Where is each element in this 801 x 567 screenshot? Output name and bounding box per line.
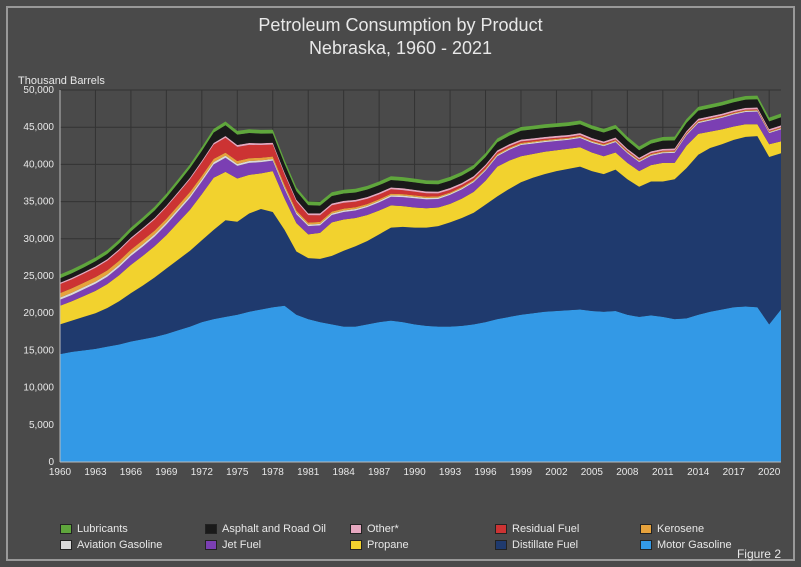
legend-swatch bbox=[350, 524, 362, 534]
legend-label: Asphalt and Road Oil bbox=[222, 523, 326, 535]
svg-text:1990: 1990 bbox=[403, 467, 426, 478]
svg-text:2005: 2005 bbox=[581, 467, 604, 478]
svg-text:40,000: 40,000 bbox=[23, 159, 54, 170]
legend-swatch bbox=[205, 524, 217, 534]
svg-text:2002: 2002 bbox=[545, 467, 568, 478]
legend-swatch bbox=[640, 540, 652, 550]
legend-item-residual-fuel: Residual Fuel bbox=[495, 523, 636, 535]
legend-label: Kerosene bbox=[657, 523, 704, 535]
svg-text:2017: 2017 bbox=[723, 467, 746, 478]
chart-title-line1: Petroleum Consumption by Product bbox=[8, 14, 793, 37]
legend-swatch bbox=[60, 540, 72, 550]
svg-text:1996: 1996 bbox=[474, 467, 497, 478]
svg-text:1999: 1999 bbox=[510, 467, 533, 478]
legend-swatch bbox=[640, 524, 652, 534]
legend-swatch bbox=[205, 540, 217, 550]
svg-text:35,000: 35,000 bbox=[23, 197, 54, 208]
svg-text:2014: 2014 bbox=[687, 467, 710, 478]
legend-item-aviation-gasoline: Aviation Gasoline bbox=[60, 539, 201, 551]
svg-text:1987: 1987 bbox=[368, 467, 391, 478]
legend-label: Distillate Fuel bbox=[512, 539, 578, 551]
svg-text:20,000: 20,000 bbox=[23, 308, 54, 319]
legend-label: Other* bbox=[367, 523, 399, 535]
legend-label: Jet Fuel bbox=[222, 539, 261, 551]
stacked-area-svg: 05,00010,00015,00020,00025,00030,00035,0… bbox=[60, 90, 781, 480]
svg-text:1975: 1975 bbox=[226, 467, 249, 478]
legend-swatch bbox=[60, 524, 72, 534]
svg-text:1966: 1966 bbox=[120, 467, 143, 478]
legend-label: Propane bbox=[367, 539, 409, 551]
legend-swatch bbox=[495, 524, 507, 534]
chart-container: Petroleum Consumption by Product Nebrask… bbox=[6, 6, 795, 561]
legend-item-kerosene: Kerosene bbox=[640, 523, 781, 535]
legend-item-asphalt-and-road-oil: Asphalt and Road Oil bbox=[205, 523, 346, 535]
chart-title-block: Petroleum Consumption by Product Nebrask… bbox=[8, 8, 793, 59]
legend-item-lubricants: Lubricants bbox=[60, 523, 201, 535]
legend-label: Aviation Gasoline bbox=[77, 539, 162, 551]
svg-text:1993: 1993 bbox=[439, 467, 462, 478]
svg-text:25,000: 25,000 bbox=[23, 271, 54, 282]
svg-text:2011: 2011 bbox=[652, 467, 674, 478]
svg-text:1984: 1984 bbox=[333, 467, 356, 478]
svg-text:1969: 1969 bbox=[155, 467, 178, 478]
legend-label: Residual Fuel bbox=[512, 523, 579, 535]
svg-text:15,000: 15,000 bbox=[23, 345, 54, 356]
svg-text:45,000: 45,000 bbox=[23, 122, 54, 133]
svg-text:2008: 2008 bbox=[616, 467, 639, 478]
svg-text:1981: 1981 bbox=[297, 467, 320, 478]
plot-area: 05,00010,00015,00020,00025,00030,00035,0… bbox=[60, 90, 781, 480]
svg-text:1960: 1960 bbox=[49, 467, 72, 478]
chart-title-line2: Nebraska, 1960 - 2021 bbox=[8, 37, 793, 60]
svg-text:1972: 1972 bbox=[191, 467, 214, 478]
svg-text:1963: 1963 bbox=[84, 467, 107, 478]
legend-item-distillate-fuel: Distillate Fuel bbox=[495, 539, 636, 551]
legend-item-jet-fuel: Jet Fuel bbox=[205, 539, 346, 551]
svg-text:1978: 1978 bbox=[262, 467, 285, 478]
legend-item-other-: Other* bbox=[350, 523, 491, 535]
svg-text:5,000: 5,000 bbox=[29, 420, 54, 431]
legend-swatch bbox=[350, 540, 362, 550]
figure-label: Figure 2 bbox=[737, 547, 781, 561]
legend: Lubricants Asphalt and Road Oil Other* Resi… bbox=[60, 523, 781, 551]
legend-label: Motor Gasoline bbox=[657, 539, 732, 551]
svg-text:10,000: 10,000 bbox=[23, 383, 54, 394]
legend-label: Lubricants bbox=[77, 523, 128, 535]
svg-text:50,000: 50,000 bbox=[23, 85, 54, 96]
legend-item-propane: Propane bbox=[350, 539, 491, 551]
legend-swatch bbox=[495, 540, 507, 550]
svg-text:30,000: 30,000 bbox=[23, 234, 54, 245]
svg-text:2020: 2020 bbox=[758, 467, 781, 478]
